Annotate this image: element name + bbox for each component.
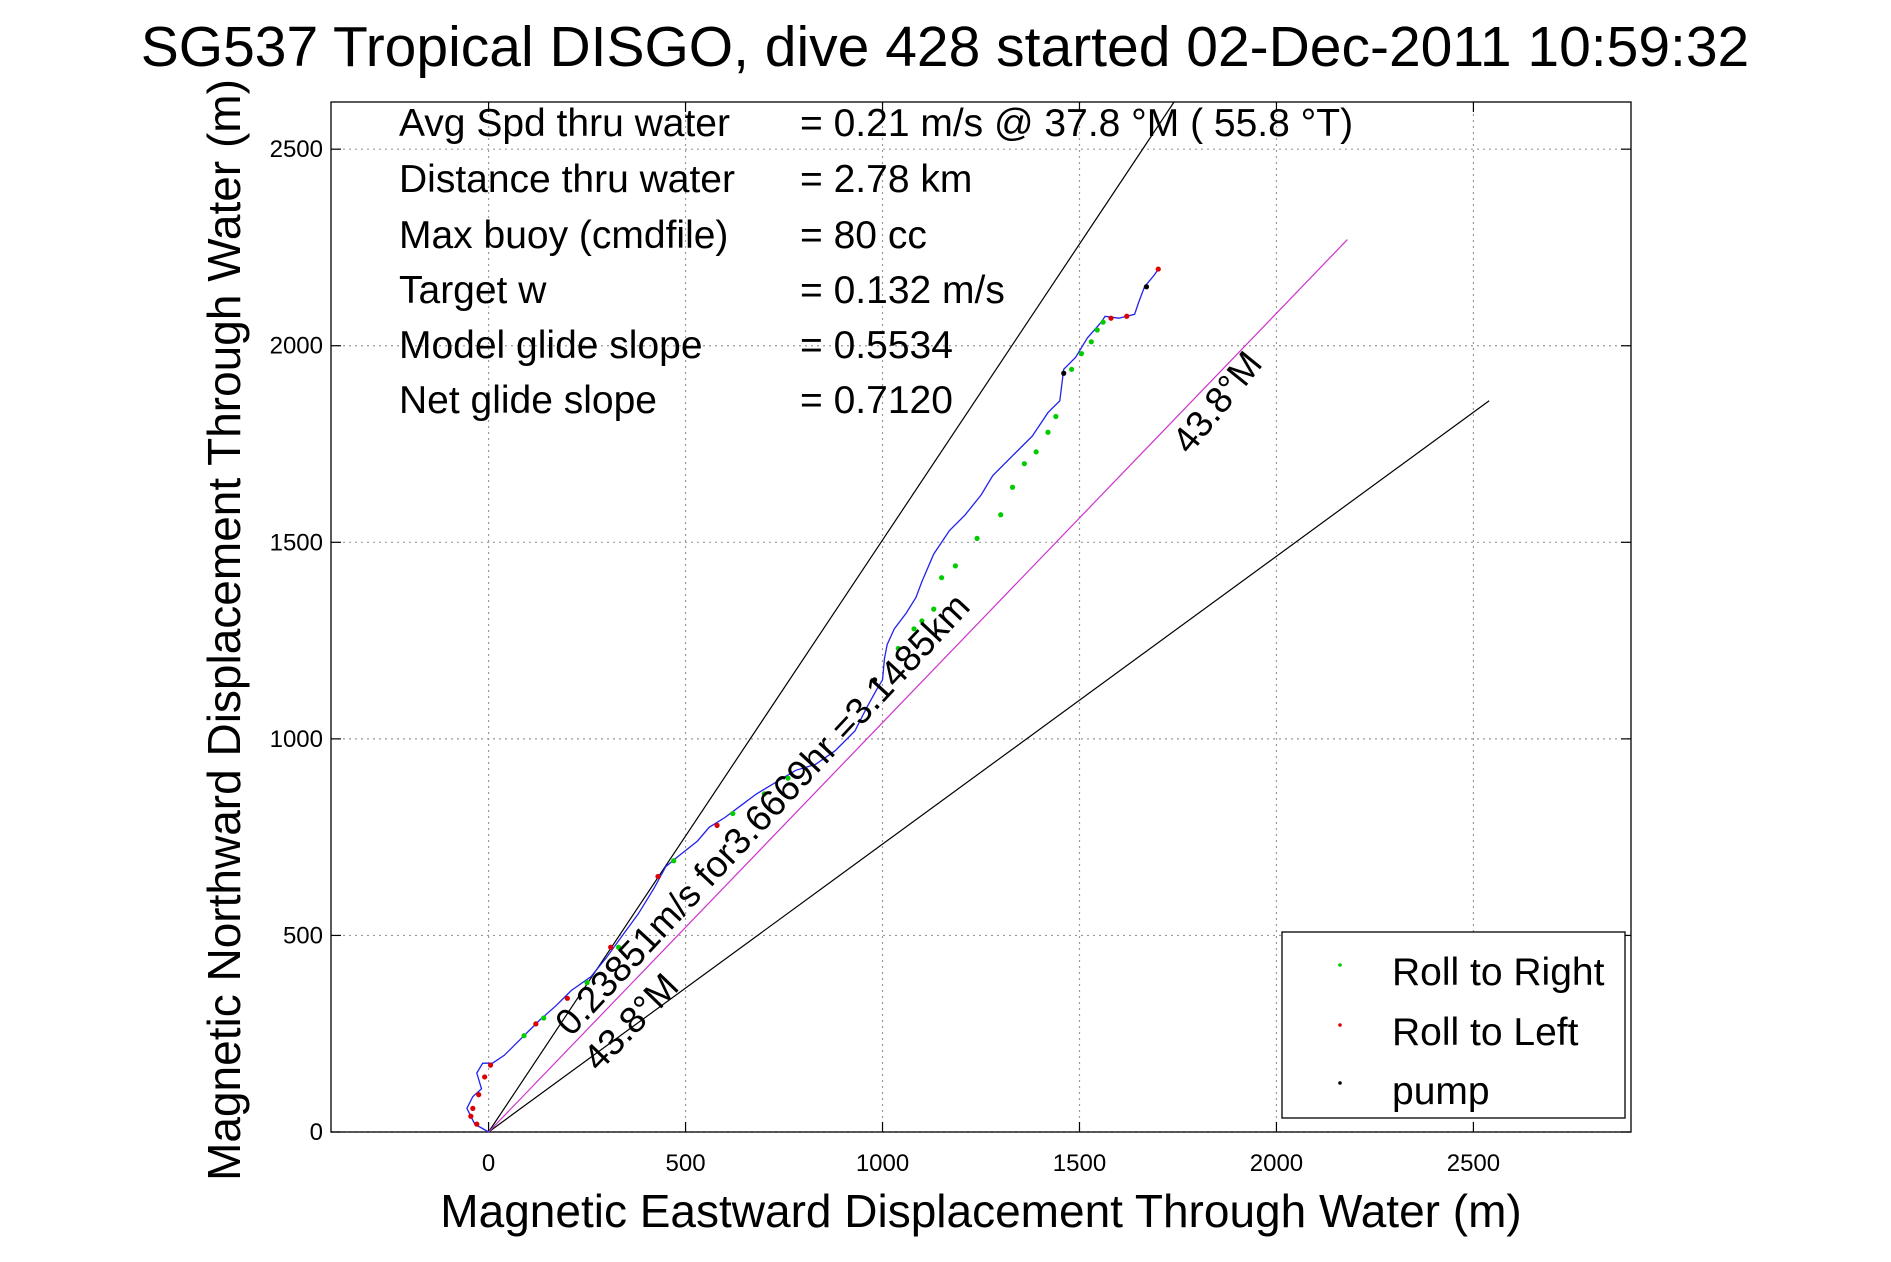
marker-point xyxy=(714,822,720,828)
marker-point xyxy=(952,563,958,569)
annotation-label: 43.8°M xyxy=(1164,344,1270,461)
marker-point xyxy=(1108,315,1114,321)
legend-label-pump: pump xyxy=(1392,1070,1490,1113)
stat-label: Target w xyxy=(399,269,547,312)
annotation-label: 0.23851m/s for3.6669hr =3.1485km xyxy=(547,586,977,1043)
marker-point xyxy=(476,1092,482,1098)
marker-point xyxy=(1061,370,1067,376)
marker-point xyxy=(1094,327,1100,333)
marker-point xyxy=(533,1021,539,1027)
stat-value: = 0.5534 xyxy=(800,324,953,367)
stat-label: Avg Spd thru water xyxy=(399,102,730,145)
marker-point xyxy=(1155,266,1161,272)
marker-point xyxy=(998,512,1004,518)
legend-label-roll-left: Roll to Left xyxy=(1392,1011,1579,1054)
marker-point xyxy=(615,944,622,950)
legend-label-roll-right: Roll to Right xyxy=(1392,951,1605,994)
marker-point xyxy=(1045,429,1051,435)
y-tick-label: 0 xyxy=(310,1119,323,1146)
axis-ticks: 0 500 1000 1500 2000 2500 0 500 1000 1500 2000 2500 xyxy=(270,102,1631,1177)
stat-label: Net glide slope xyxy=(399,379,657,422)
stat-label: Max buoy (cmdfile) xyxy=(399,214,728,257)
reference-line xyxy=(488,239,1348,1133)
stat-value: = 80 cc xyxy=(800,214,927,257)
marker-point xyxy=(939,575,945,581)
y-tick-label: 2000 xyxy=(270,333,323,360)
series-track xyxy=(466,268,1159,1133)
stat-label: Distance thru water xyxy=(399,158,735,201)
marker-point xyxy=(911,626,917,632)
marker-point xyxy=(1124,313,1130,319)
x-tick-label: 2000 xyxy=(1250,1150,1303,1177)
stat-value: = 0.21 m/s @ 37.8 °M ( 55.8 °T) xyxy=(800,102,1353,145)
marker-point xyxy=(761,791,767,797)
legend-marker-roll-left xyxy=(1338,1023,1342,1027)
marker-point xyxy=(1053,413,1059,420)
marker-point xyxy=(919,618,925,624)
marker-point xyxy=(785,775,791,781)
x-axis-label: Magnetic Eastward Displacement Through W… xyxy=(440,1185,1521,1237)
marker-point xyxy=(974,535,980,541)
x-tick-label: 1500 xyxy=(1053,1150,1106,1177)
marker-point xyxy=(1100,319,1106,325)
marker-point xyxy=(487,1062,494,1068)
marker-point xyxy=(1033,449,1039,455)
marker-points xyxy=(468,266,1161,1127)
series-line xyxy=(466,268,1159,1133)
marker-point xyxy=(482,1074,488,1080)
marker-point xyxy=(470,1105,476,1112)
x-tick-label: 0 xyxy=(482,1150,495,1177)
marker-point xyxy=(584,980,590,986)
x-tick-label: 1000 xyxy=(856,1150,909,1177)
marker-point xyxy=(895,645,901,652)
marker-point xyxy=(1078,351,1085,357)
annotations: 43.8°M0.23851m/s for3.6669hr =3.1485km43… xyxy=(547,344,1270,1079)
reference-line xyxy=(488,400,1490,1133)
marker-point xyxy=(655,873,661,880)
marker-point xyxy=(564,995,570,1001)
marker-point xyxy=(1088,339,1094,345)
y-tick-label: 500 xyxy=(283,922,323,949)
reference-lines xyxy=(488,101,1490,1133)
marker-point xyxy=(521,1033,527,1039)
y-tick-label: 1500 xyxy=(270,529,323,556)
stats-box: Avg Spd thru water = 0.21 m/s @ 37.8 °M … xyxy=(399,102,1353,422)
stat-value: = 2.78 km xyxy=(800,158,972,201)
x-tick-label: 500 xyxy=(666,1150,706,1177)
chart-title: SG537 Tropical DISGO, dive 428 started 0… xyxy=(141,15,1750,79)
marker-point xyxy=(1021,461,1027,467)
marker-point xyxy=(608,944,614,950)
marker-point xyxy=(730,810,736,817)
plot-frame xyxy=(330,101,1632,1133)
marker-point xyxy=(474,1121,480,1127)
marker-point xyxy=(671,858,677,864)
stat-value: = 0.7120 xyxy=(800,379,953,422)
marker-point xyxy=(872,677,878,683)
stat-value: = 0.132 m/s xyxy=(800,269,1005,312)
x-tick-label: 2500 xyxy=(1447,1150,1500,1177)
marker-point xyxy=(1143,284,1150,290)
legend: Roll to Right Roll to Left pump xyxy=(1281,931,1626,1119)
marker-point xyxy=(1009,484,1016,490)
legend-marker-pump xyxy=(1338,1081,1342,1085)
marker-point xyxy=(931,606,937,612)
legend-marker-roll-right xyxy=(1338,963,1342,967)
stat-label: Model glide slope xyxy=(399,324,703,367)
y-tick-label: 1000 xyxy=(270,726,323,753)
y-tick-label: 2500 xyxy=(270,136,323,163)
reference-line xyxy=(488,101,1175,1133)
marker-point xyxy=(541,1015,547,1021)
marker-point xyxy=(468,1113,474,1119)
y-axis-label: Magnetic Northward Displacement Through … xyxy=(198,79,250,1181)
marker-point xyxy=(1069,366,1075,372)
